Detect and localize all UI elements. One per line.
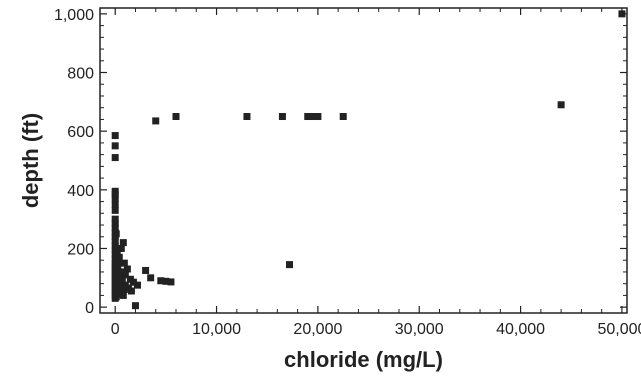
y-tick-label: 200 — [67, 241, 94, 258]
data-point — [123, 265, 131, 273]
plot-frame — [99, 7, 628, 314]
data-point — [157, 277, 165, 285]
x-axis: 0 10,000 20,000 30,000 40,000 50,000 — [111, 8, 641, 338]
x-tick-label: 20,000 — [293, 321, 342, 338]
data-point — [112, 293, 120, 301]
data-point — [147, 274, 155, 282]
y-tick-label: 800 — [67, 66, 94, 83]
data-point — [111, 132, 119, 140]
data-point — [243, 113, 251, 121]
data-point — [172, 113, 180, 121]
data-point — [142, 266, 150, 274]
data-point — [309, 113, 317, 121]
x-tick-label: 40,000 — [496, 321, 545, 338]
data-point — [111, 142, 119, 150]
data-point — [115, 253, 123, 261]
x-tick-label: 10,000 — [192, 321, 241, 338]
data-point — [339, 113, 347, 121]
data-point — [286, 261, 294, 269]
data-point — [111, 195, 119, 203]
y-tick-label: 600 — [67, 124, 94, 141]
data-point — [111, 220, 119, 228]
data-point — [111, 215, 119, 223]
data-point — [278, 113, 286, 121]
data-point — [118, 268, 126, 276]
x-tick-label: 30,000 — [395, 321, 444, 338]
data-point — [162, 277, 170, 285]
data-point — [111, 206, 119, 214]
y-axis-title: depth (ft) — [18, 113, 43, 208]
data-point — [304, 113, 312, 121]
data-point — [111, 190, 119, 198]
data-point — [112, 230, 120, 238]
x-tick-label: 50,000 — [597, 321, 641, 338]
data-point — [152, 117, 160, 125]
data-point — [114, 262, 122, 270]
data-point — [126, 275, 134, 283]
data-point — [118, 275, 126, 283]
x-axis-title: chloride (mg/L) — [284, 347, 443, 372]
data-point — [116, 287, 124, 295]
data-point — [113, 244, 121, 252]
data-point — [167, 278, 175, 286]
data-points — [111, 10, 626, 310]
data-point — [618, 10, 626, 18]
plot-area — [99, 7, 628, 314]
y-axis: 0 200 400 600 800 1,000 — [54, 7, 627, 317]
data-point — [314, 113, 322, 121]
data-point — [119, 239, 127, 247]
data-point — [119, 291, 127, 299]
data-point — [111, 224, 119, 232]
y-tick-label: 400 — [67, 183, 94, 200]
data-point — [111, 200, 119, 208]
data-point — [557, 101, 565, 109]
data-point — [111, 237, 119, 245]
data-point — [131, 302, 139, 310]
data-point — [124, 284, 132, 292]
y-tick-label: 1,000 — [54, 7, 94, 24]
x-tick-label: 0 — [111, 321, 120, 338]
data-point — [117, 244, 125, 252]
data-point — [133, 281, 141, 289]
y-tick-label: 0 — [85, 300, 94, 317]
data-point — [120, 259, 128, 267]
data-point — [111, 154, 119, 162]
